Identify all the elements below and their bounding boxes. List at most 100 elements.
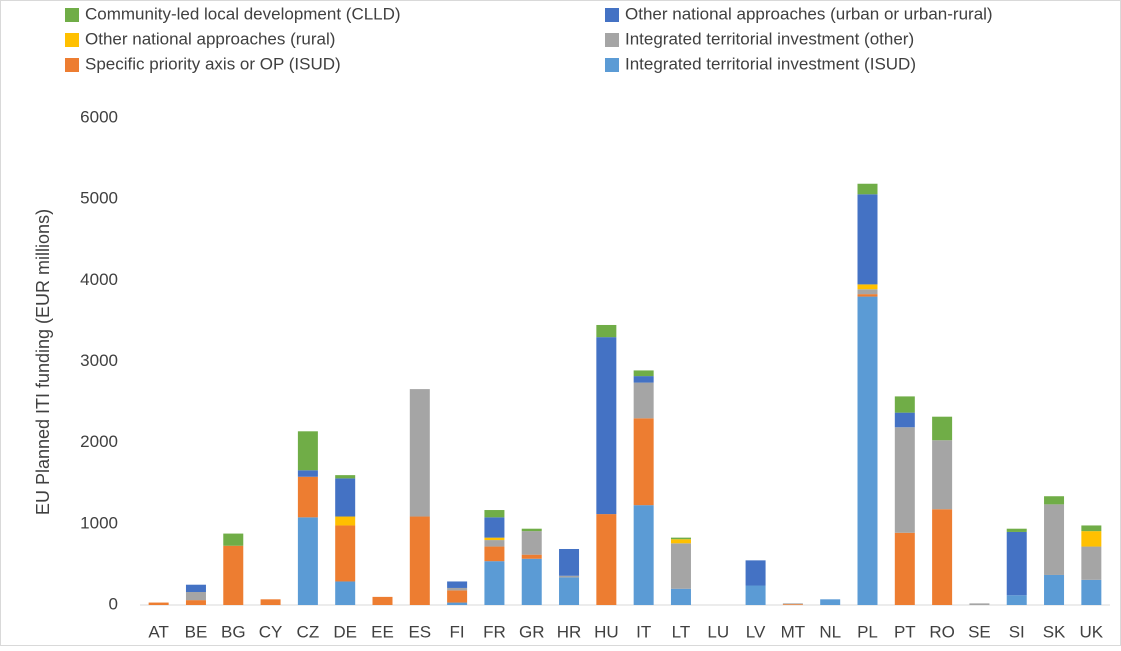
- legend-swatch: [65, 33, 79, 47]
- bar-segment: [633, 370, 654, 377]
- bar-segment: [1081, 546, 1102, 580]
- legend-label: Integrated territorial investment (ISUD): [625, 54, 916, 73]
- bar-segment: [1006, 595, 1027, 605]
- bar-segment: [484, 517, 505, 538]
- bar-segment: [745, 560, 766, 586]
- bar-segment: [670, 543, 691, 589]
- bar-segment: [1044, 504, 1065, 575]
- legend-swatch: [605, 8, 619, 22]
- y-axis-label: EU Planned ITI funding (EUR millions): [33, 209, 53, 515]
- bar-segment: [335, 525, 356, 582]
- y-tick-label: 4000: [80, 270, 118, 289]
- bar-segment: [297, 470, 318, 477]
- bar-segment: [185, 584, 206, 593]
- bar-segment: [484, 537, 505, 541]
- bar-segment: [670, 588, 691, 605]
- bar-segment: [932, 509, 953, 605]
- bar-segment: [484, 510, 505, 518]
- x-tick-label: FI: [450, 622, 465, 641]
- legend-label: Other national approaches (rural): [85, 29, 335, 48]
- y-tick-label: 3000: [80, 351, 118, 370]
- legend-label: Other national approaches (urban or urba…: [625, 4, 993, 23]
- bar-segment: [932, 416, 953, 441]
- bar-segment: [633, 382, 654, 419]
- bar-segment: [745, 585, 766, 605]
- bar-segment: [148, 602, 169, 605]
- bar-segment: [521, 558, 542, 605]
- bar-segment: [484, 540, 505, 547]
- bar-segment: [857, 296, 878, 605]
- bar-segment: [782, 604, 803, 605]
- bar-segment: [633, 376, 654, 383]
- bar-segment: [484, 546, 505, 562]
- x-tick-label: HR: [557, 622, 582, 641]
- bar-segment: [782, 603, 803, 605]
- x-tick-label: HU: [594, 622, 619, 641]
- bar-segment: [335, 478, 356, 517]
- bar-segment: [409, 389, 430, 517]
- bar-segment: [820, 599, 841, 605]
- y-tick-label: 0: [109, 594, 118, 613]
- bar-segment: [521, 528, 542, 532]
- bar-segment: [894, 396, 915, 413]
- bar-segment: [521, 554, 542, 559]
- bar-segment: [932, 440, 953, 510]
- bar-segment: [1081, 531, 1102, 547]
- x-tick-label: BG: [221, 622, 246, 641]
- bar-segment: [596, 514, 617, 605]
- y-tick-label: 5000: [80, 189, 118, 208]
- bar-segment: [559, 577, 580, 605]
- bar-segment: [409, 516, 430, 605]
- bar-segment: [297, 476, 318, 518]
- x-tick-label: PL: [857, 622, 878, 641]
- x-tick-label: LV: [746, 622, 766, 641]
- bar-segment: [447, 587, 468, 591]
- bar-segment: [559, 575, 580, 578]
- bar-segment: [447, 590, 468, 603]
- bar-segment: [1081, 579, 1102, 605]
- bar-segment: [559, 548, 580, 576]
- bar-segment: [223, 545, 244, 605]
- bar-segment: [297, 517, 318, 605]
- x-tick-label: NL: [819, 622, 841, 641]
- bar-segment: [335, 581, 356, 605]
- bar-segment: [969, 603, 990, 605]
- bar-segment: [447, 581, 468, 588]
- bar-segment: [857, 294, 878, 297]
- bar-segment: [335, 516, 356, 526]
- bar-segment: [260, 599, 281, 605]
- bar-segment: [447, 602, 468, 605]
- bar-segment: [372, 596, 393, 605]
- bar-segment: [185, 600, 206, 605]
- legend-swatch: [65, 8, 79, 22]
- x-tick-label: EE: [371, 622, 394, 641]
- x-tick-label: AT: [148, 622, 168, 641]
- y-tick-label: 1000: [80, 513, 118, 532]
- x-tick-label: UK: [1080, 622, 1104, 641]
- x-tick-label: SK: [1043, 622, 1066, 641]
- bar-segment: [670, 537, 691, 540]
- bar-segment: [297, 431, 318, 471]
- x-tick-label: CY: [259, 622, 283, 641]
- x-tick-label: LT: [672, 622, 691, 641]
- x-tick-label: BE: [185, 622, 208, 641]
- bar-segment: [521, 531, 542, 555]
- x-tick-label: CZ: [297, 622, 320, 641]
- legend-label: Specific priority axis or OP (ISUD): [85, 54, 341, 73]
- legend-label: Integrated territorial investment (other…: [625, 29, 914, 48]
- x-tick-label: RO: [929, 622, 955, 641]
- bar-segment: [223, 533, 244, 546]
- bar-segment: [596, 324, 617, 338]
- legend-swatch: [65, 58, 79, 72]
- bar-segment: [857, 183, 878, 195]
- x-tick-label: GR: [519, 622, 545, 641]
- bar-segment: [633, 505, 654, 605]
- bar-segment: [1006, 528, 1027, 532]
- bar-segment: [894, 412, 915, 428]
- bar-segment: [596, 337, 617, 515]
- bar-segment: [857, 194, 878, 285]
- x-tick-label: DE: [333, 622, 357, 641]
- bar-segment: [894, 427, 915, 533]
